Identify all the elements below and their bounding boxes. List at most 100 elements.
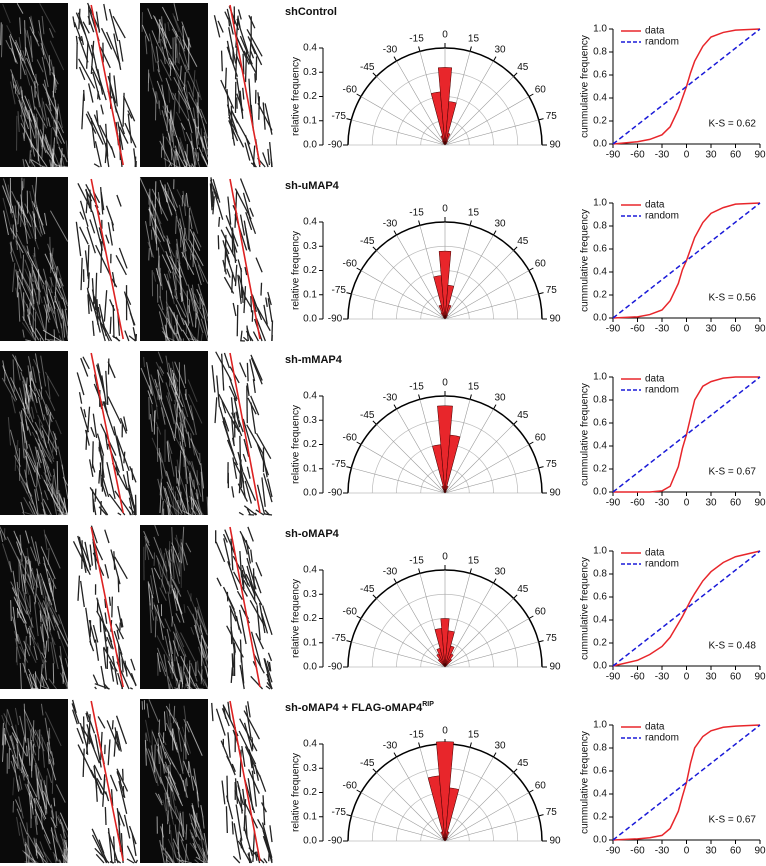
fiber: [143, 530, 150, 544]
fiber: [58, 859, 62, 864]
angle-tick: [356, 789, 362, 793]
fiber: [31, 406, 35, 419]
fiber: [255, 851, 261, 864]
fiber: [252, 331, 259, 342]
fiber: [235, 411, 241, 428]
fiber: [105, 791, 110, 802]
fiber: [50, 827, 58, 862]
fiber: [167, 243, 177, 274]
fiber: [92, 624, 99, 643]
fiber: [231, 231, 234, 253]
fiber: [80, 257, 83, 291]
fiber: [199, 828, 205, 857]
fiber: [59, 833, 66, 849]
fiber: [54, 291, 62, 312]
fiber: [173, 151, 176, 168]
fiber: [56, 495, 63, 516]
fiber: [42, 498, 52, 516]
fiber: [23, 640, 31, 657]
y-tick-label: 0.2: [593, 290, 607, 301]
radial-grid-line: [376, 76, 446, 146]
fiber: [166, 182, 178, 208]
fiber: [96, 597, 107, 633]
fiber: [176, 238, 181, 265]
fiber: [184, 843, 188, 864]
fiber: [85, 194, 89, 214]
fiber: [168, 503, 183, 516]
fiber: [183, 743, 190, 756]
fiber: [41, 502, 47, 516]
microscopy-image: [140, 699, 209, 864]
fiber: [26, 30, 33, 58]
fiber: [90, 426, 96, 438]
fiber: [189, 206, 199, 234]
fiber: [158, 19, 172, 50]
angle-tick: [469, 220, 472, 226]
fiber: [40, 355, 47, 387]
fiber: [117, 605, 123, 628]
radial-grid-line: [351, 815, 446, 842]
fiber: [250, 357, 263, 385]
fiber: [113, 75, 118, 107]
fiber: [40, 779, 47, 816]
legend-label: data: [645, 26, 665, 37]
fiber: [31, 261, 34, 277]
fiber: [58, 146, 65, 158]
fiber: [197, 646, 209, 677]
fiber: [155, 421, 162, 435]
fiber: [183, 416, 186, 428]
fiber: [254, 73, 257, 83]
fiber: [174, 391, 182, 413]
fiber: [132, 327, 137, 342]
fiber: [78, 392, 83, 404]
fiber: [94, 488, 97, 502]
fiber: [167, 591, 173, 621]
fiber: [94, 272, 98, 311]
fiber: [39, 841, 49, 864]
fiber: [18, 99, 29, 130]
fiber: [98, 470, 101, 484]
fiber: [196, 791, 200, 808]
fiber: [148, 194, 162, 225]
fiber: [3, 210, 9, 236]
fiber: [107, 222, 113, 246]
y-axis-label: relative frequency: [291, 753, 302, 832]
fiber: [19, 822, 26, 847]
angle-tick: [469, 46, 472, 52]
fiber: [37, 642, 44, 664]
radial-grid-line: [360, 444, 446, 494]
fiber: [118, 811, 125, 827]
fiber: [12, 262, 16, 293]
fiber: [108, 8, 119, 42]
fiber: [184, 250, 189, 270]
fiber: [224, 529, 236, 556]
fiber: [159, 587, 167, 602]
fiber: [34, 437, 50, 469]
fiber: [213, 15, 221, 38]
fiber: [22, 132, 25, 141]
fiber: [195, 618, 201, 634]
fiber: [172, 92, 189, 122]
fiber: [215, 351, 232, 381]
fiber: [168, 580, 171, 595]
fiber: [171, 616, 174, 627]
y-tick-label: 0.2: [303, 613, 317, 624]
fiber: [36, 568, 43, 595]
fiber: [228, 27, 237, 64]
fiber: [42, 439, 55, 463]
fiber: [49, 307, 60, 334]
fiber: [165, 77, 174, 100]
fiber: [201, 302, 209, 322]
fiber: [23, 496, 34, 516]
fiber: [194, 500, 203, 516]
fiber: [168, 653, 172, 674]
fiber: [159, 776, 171, 803]
fiber: [181, 451, 190, 466]
fiber: [40, 703, 44, 716]
fiber: [164, 470, 171, 485]
fiber: [29, 214, 37, 242]
fiber: [146, 362, 154, 396]
fiber: [24, 159, 30, 168]
fiber: [90, 117, 96, 149]
fiber: [92, 498, 97, 516]
